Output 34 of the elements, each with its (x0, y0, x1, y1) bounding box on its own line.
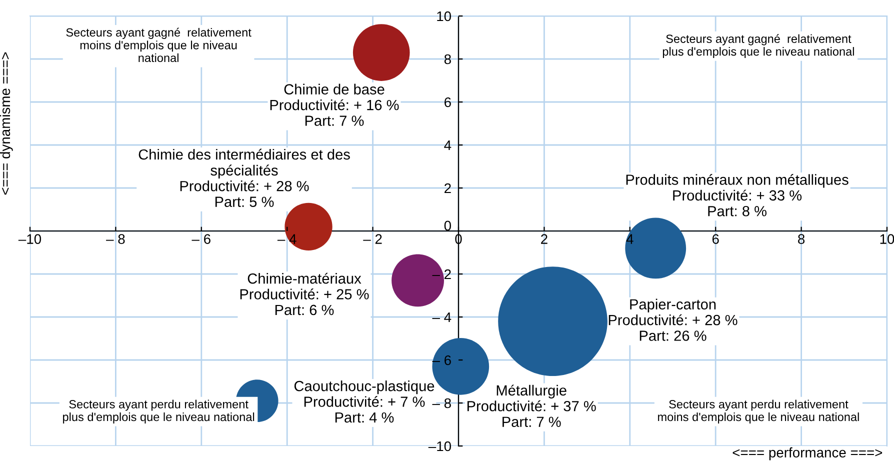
annotation: Métallurgie Productivité: + 37 % Part: 7 % (467, 384, 596, 428)
y-tick-label: – 6 (432, 355, 451, 366)
y-tick-label: 4 (444, 140, 452, 150)
x-tick-label: –10 (18, 234, 42, 244)
y-tick-label: 8 (444, 54, 451, 64)
annotation: Chimie de base Productivité: + 16 % Part: 7 % (270, 84, 399, 126)
y-tick-label: – 2 (432, 269, 451, 280)
y-tick-label: 0 (444, 220, 452, 231)
y-tick-label: 10 (437, 11, 452, 22)
y-tick-label: – 4 (432, 312, 452, 322)
y-tick-label: – 8 (432, 398, 451, 408)
x-tick-label: – 6 (192, 234, 210, 244)
annotation: Chimie des intermédiaires et des spécialités Productivité: + 28 % Part: 5 % (138, 148, 350, 207)
x-tick-label: – 2 (363, 234, 382, 244)
x-tick-label: – 4 (277, 234, 296, 244)
x-tick-label: 4 (626, 234, 634, 244)
annotation: Secteurs ayant perdu relativement moins d'emplois que le niveau national (658, 400, 859, 424)
annotation: Produits minéraux non métalliques Productivité: + 33 % Part: 8 % (626, 174, 848, 216)
y-axis-title: <=== dynamisme ===> (0, 52, 13, 195)
annotation: Secteurs ayant gagné relativement moins d'emplois que le niveau national (66, 28, 252, 62)
y-tick-label: –10 (428, 441, 452, 452)
x-tick-label: 10 (880, 234, 894, 244)
x-tick-label: 2 (541, 234, 548, 244)
annotation: Caoutchouc-plastique Productivité: + 7 % Part: 4 % (294, 380, 434, 423)
x-tick-label: 6 (712, 234, 719, 244)
y-tick-label: 6 (444, 97, 451, 108)
annotation: Papier-carton Productivité: + 28 % Part: 26 % (608, 298, 738, 341)
x-tick-label: 8 (798, 234, 805, 244)
annotation: Secteurs ayant perdu relativement plus d'emplois que le niveau national (63, 400, 254, 424)
x-tick-label: – 8 (106, 234, 125, 244)
annotation: Secteurs ayant gagné relativement plus d'emplois que le niveau national (662, 34, 854, 58)
x-axis-title: <=== performance ===> (732, 447, 882, 460)
annotation: Chimie-matériaux Productivité: + 25 % Part: 6 % (240, 272, 369, 316)
y-tick-label: 2 (444, 183, 451, 194)
